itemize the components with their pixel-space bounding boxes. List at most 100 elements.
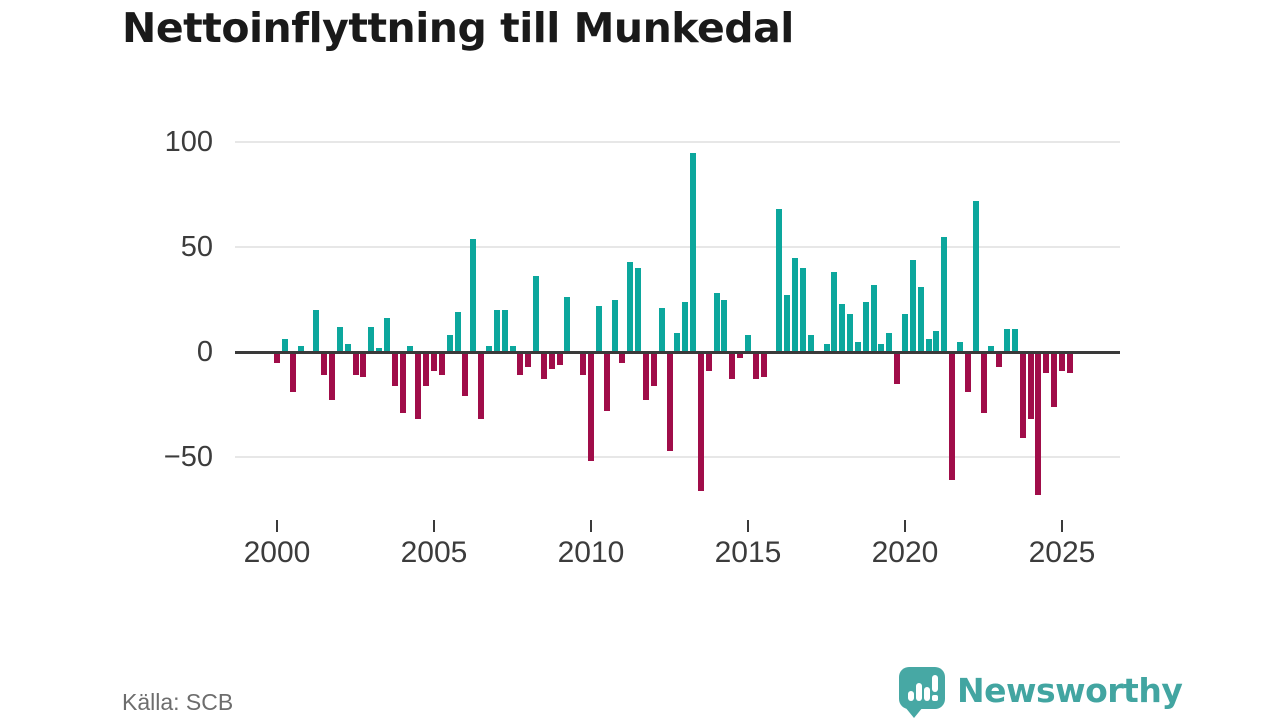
x-axis-tick-label: 2025	[1028, 536, 1096, 569]
bar	[729, 352, 736, 380]
bar	[1066, 352, 1073, 373]
bar	[423, 352, 430, 386]
bar	[462, 352, 469, 397]
bar	[415, 352, 422, 420]
bar	[274, 352, 280, 363]
bar	[721, 299, 728, 352]
bar	[909, 259, 916, 352]
bar	[839, 303, 846, 352]
bar	[548, 352, 555, 369]
bar	[431, 352, 437, 371]
bar	[336, 326, 343, 352]
gridline	[235, 141, 1120, 143]
y-axis-tick-label: −50	[163, 441, 213, 473]
bar	[956, 341, 963, 352]
gridline	[235, 456, 1120, 458]
bar	[799, 268, 806, 352]
x-axis-tick-mark	[747, 520, 749, 532]
x-axis-tick-mark	[904, 520, 906, 532]
bar	[697, 352, 704, 491]
bar	[925, 339, 932, 352]
bar	[737, 352, 744, 359]
bar	[854, 341, 861, 352]
bar	[485, 345, 492, 352]
bar	[1051, 352, 1058, 407]
bar	[674, 333, 681, 352]
bar	[745, 335, 751, 352]
bar	[540, 352, 547, 380]
bar	[533, 276, 540, 352]
bar	[470, 238, 477, 352]
bar	[438, 352, 445, 376]
exclamation-icon	[932, 675, 938, 692]
bar-chart-icon	[908, 691, 914, 701]
bar	[501, 310, 508, 352]
bar	[1011, 328, 1018, 352]
bar	[595, 305, 602, 352]
bar	[368, 326, 375, 352]
bar	[784, 295, 791, 352]
bar	[862, 301, 869, 352]
x-axis-tick-label: 2015	[714, 536, 782, 569]
x-axis-tick-mark	[276, 520, 278, 532]
bar-chart-icon	[916, 683, 922, 701]
bar	[894, 352, 901, 384]
bar	[988, 345, 995, 352]
bar	[313, 310, 320, 352]
x-axis-tick-label: 2020	[871, 536, 939, 569]
bar	[713, 293, 720, 352]
bar	[627, 261, 634, 352]
source-note: Källa: SCB	[122, 689, 234, 715]
bar	[847, 314, 854, 352]
x-axis-tick-label: 2005	[400, 536, 468, 569]
newsworthy-wordmark: Newsworthy	[957, 671, 1183, 710]
bar	[321, 352, 328, 376]
bar	[344, 343, 351, 352]
bar	[478, 352, 485, 420]
bar	[886, 333, 893, 352]
bar	[690, 152, 697, 352]
bar	[564, 297, 571, 352]
bar	[360, 352, 367, 378]
bar	[650, 352, 657, 386]
bar	[611, 299, 618, 352]
y-axis-tick-label: 100	[164, 126, 213, 158]
bar	[972, 200, 979, 352]
exclamation-dot-icon	[932, 695, 938, 701]
bar	[509, 345, 516, 352]
bar	[635, 268, 642, 352]
bar	[289, 352, 296, 392]
chart-title: Nettoinflyttning till Munkedal	[122, 4, 794, 52]
bar	[792, 257, 799, 352]
bar	[752, 352, 759, 380]
bar	[1035, 352, 1042, 495]
newsworthy-logo: Newsworthy	[899, 665, 1183, 720]
x-axis-tick-label: 2000	[243, 536, 311, 569]
bar-chart-icon	[924, 687, 930, 701]
bar	[870, 284, 877, 352]
bar	[588, 352, 594, 462]
bar	[1043, 352, 1050, 373]
bar	[328, 352, 335, 401]
bar	[391, 352, 398, 386]
bar	[682, 301, 689, 352]
bar	[949, 352, 956, 481]
bar	[831, 272, 838, 352]
bar	[980, 352, 987, 413]
bar	[917, 286, 924, 352]
bar	[580, 352, 587, 376]
speech-bubble-tail	[905, 707, 923, 718]
bar	[352, 352, 359, 376]
bar	[964, 352, 971, 392]
bar	[941, 236, 948, 352]
bar	[619, 352, 626, 363]
bar	[823, 343, 830, 352]
bar	[446, 335, 453, 352]
bar	[658, 307, 665, 352]
x-axis-tick-label: 2010	[557, 536, 625, 569]
bar	[517, 352, 524, 376]
bar	[1004, 328, 1011, 352]
bar	[281, 339, 288, 352]
bar	[556, 352, 563, 365]
bar	[603, 352, 610, 411]
